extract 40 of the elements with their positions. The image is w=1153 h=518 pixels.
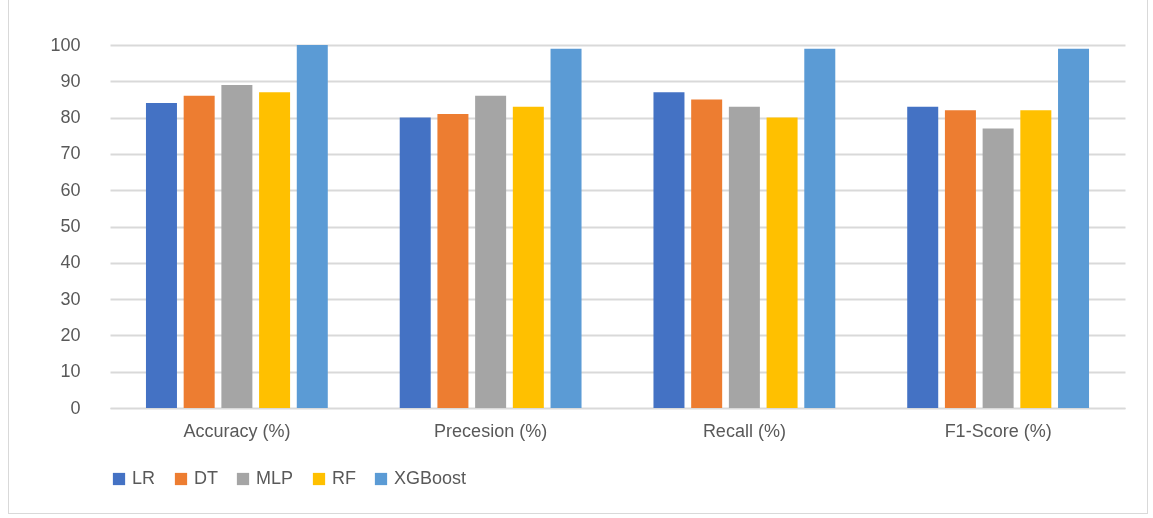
bar [512, 106, 544, 408]
legend-label: MLP [256, 468, 294, 488]
x-tick-label: Accuracy (%) [183, 420, 291, 441]
bar [1020, 110, 1052, 408]
y-tick-label: 0 [70, 397, 81, 418]
bar [728, 106, 760, 408]
bar [183, 95, 215, 408]
legend-label: RF [332, 468, 356, 488]
legend-label: DT [194, 468, 218, 488]
legend-label: XGBoost [394, 468, 467, 488]
x-tick-label: Recall (%) [702, 420, 786, 441]
bar [766, 117, 798, 408]
bar [145, 103, 177, 408]
y-tick-label: 10 [60, 361, 81, 382]
y-tick-label: 30 [60, 288, 81, 309]
y-tick-label: 80 [60, 107, 81, 128]
y-tick-label: 90 [60, 70, 81, 91]
bar [944, 110, 976, 408]
bar [296, 45, 328, 408]
y-tick-label: 70 [60, 143, 81, 164]
bar [259, 92, 291, 408]
bar [399, 117, 431, 408]
x-tick-label: F1-Score (%) [944, 420, 1052, 441]
bar [907, 106, 939, 408]
bar [550, 48, 582, 408]
bar [982, 128, 1014, 408]
y-tick-label: 60 [60, 179, 81, 200]
y-tick-label: 100 [50, 34, 81, 55]
y-tick-label: 40 [60, 252, 81, 273]
bar [691, 99, 723, 408]
y-tick-label: 20 [60, 324, 81, 345]
x-tick-label: Precesion (%) [434, 420, 548, 441]
bar [804, 48, 836, 408]
bar [475, 95, 507, 408]
bar [1058, 48, 1090, 408]
bar [221, 84, 253, 408]
y-tick-label: 50 [60, 216, 81, 236]
bar [437, 113, 469, 408]
bar [653, 92, 685, 408]
legend-label: LR [132, 468, 156, 488]
